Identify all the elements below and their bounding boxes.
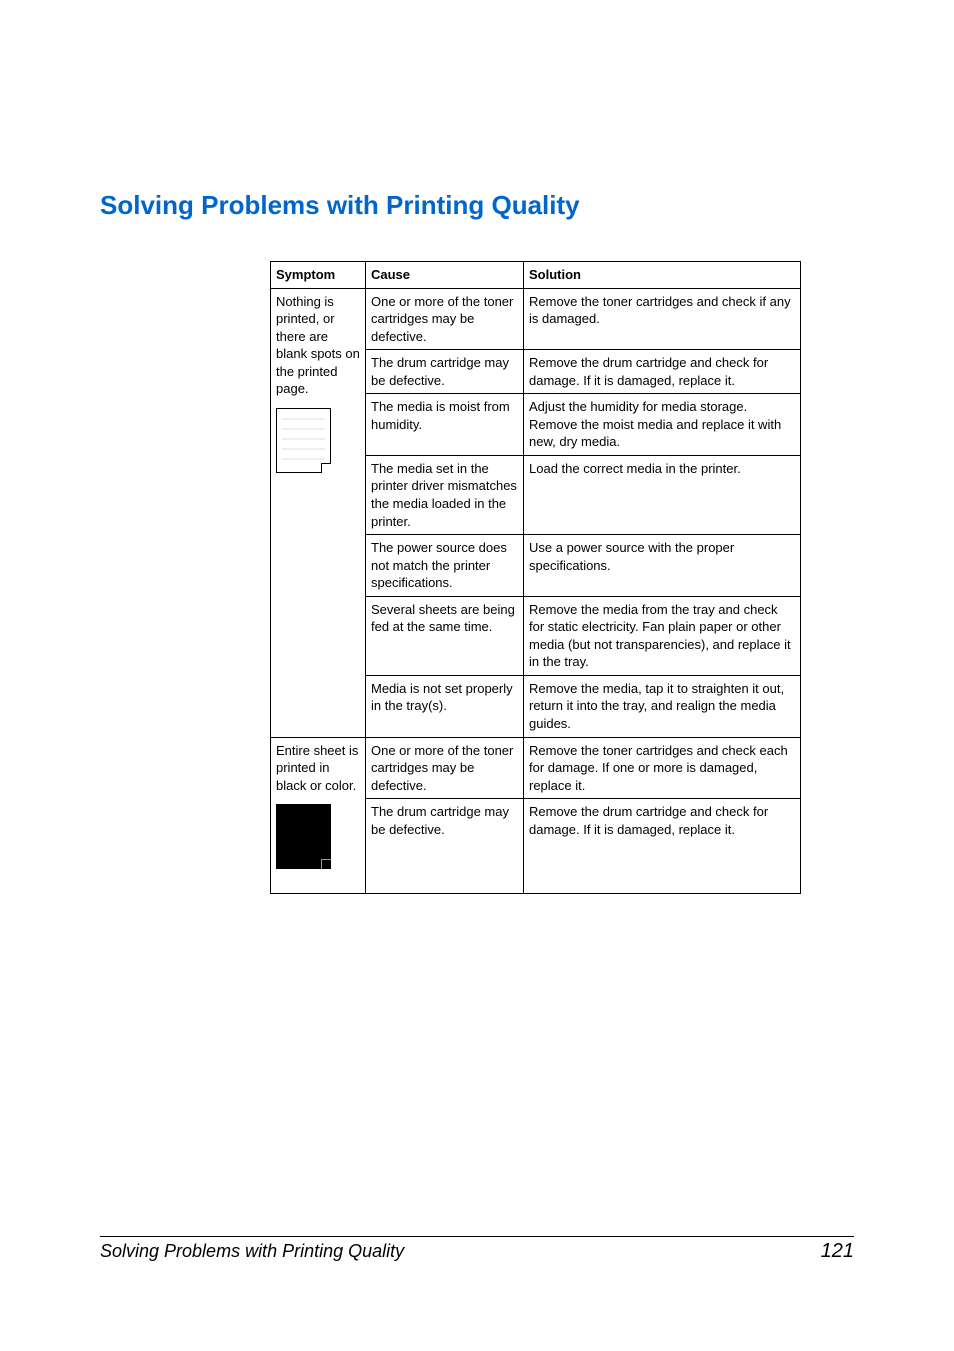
header-symptom: Symptom: [271, 262, 366, 289]
cause-cell: One or more of the toner cartridges may …: [366, 737, 524, 799]
footer-page-number: 121: [821, 1240, 854, 1263]
cause-cell: Several sheets are being fed at the same…: [366, 596, 524, 675]
cause-cell: The drum cartridge may be defective.: [366, 350, 524, 394]
header-cause: Cause: [366, 262, 524, 289]
solution-cell: Remove the media, tap it to straighten i…: [524, 675, 801, 737]
symptom-thumbnail-blank: [276, 408, 331, 473]
table-row: Nothing is printed, or there are blank s…: [271, 288, 801, 350]
cause-cell: The drum cartridge may be defective.: [366, 799, 524, 894]
cause-cell: One or more of the toner cartridges may …: [366, 288, 524, 350]
symptom-text: Entire sheet is printed in black or colo…: [276, 742, 360, 795]
thumb-corner: [321, 859, 331, 869]
footer-title: Solving Problems with Printing Quality: [100, 1241, 404, 1262]
solution-cell: Remove the drum cartridge and check for …: [524, 799, 801, 894]
symptom-text: Nothing is printed, or there are blank s…: [276, 293, 360, 398]
thumb-corner: [321, 463, 331, 473]
table-row: Entire sheet is printed in black or colo…: [271, 737, 801, 799]
solution-cell: Load the correct media in the printer.: [524, 455, 801, 534]
solution-cell: Remove the toner cartridges and check ea…: [524, 737, 801, 799]
thumb-stripes: [282, 414, 325, 467]
symptom-cell-blank-spots: Nothing is printed, or there are blank s…: [271, 288, 366, 737]
cause-cell: The media is moist from humidity.: [366, 394, 524, 456]
symptom-cell-all-black: Entire sheet is printed in black or colo…: [271, 737, 366, 894]
cause-cell: The power source does not match the prin…: [366, 535, 524, 597]
header-solution: Solution: [524, 262, 801, 289]
solution-cell: Adjust the humidity for media storage. R…: [524, 394, 801, 456]
page-footer: Solving Problems with Printing Quality 1…: [100, 1236, 854, 1263]
solution-cell: Remove the toner cartridges and check if…: [524, 288, 801, 350]
solution-cell: Remove the media from the tray and check…: [524, 596, 801, 675]
solution-cell: Remove the drum cartridge and check for …: [524, 350, 801, 394]
troubleshooting-table: Symptom Cause Solution Nothing is printe…: [270, 261, 801, 894]
solution-cell: Use a power source with the proper speci…: [524, 535, 801, 597]
table-header-row: Symptom Cause Solution: [271, 262, 801, 289]
page-heading: Solving Problems with Printing Quality: [100, 190, 854, 221]
cause-cell: Media is not set properly in the tray(s)…: [366, 675, 524, 737]
symptom-thumbnail-black: [276, 804, 331, 869]
cause-cell: The media set in the printer driver mism…: [366, 455, 524, 534]
